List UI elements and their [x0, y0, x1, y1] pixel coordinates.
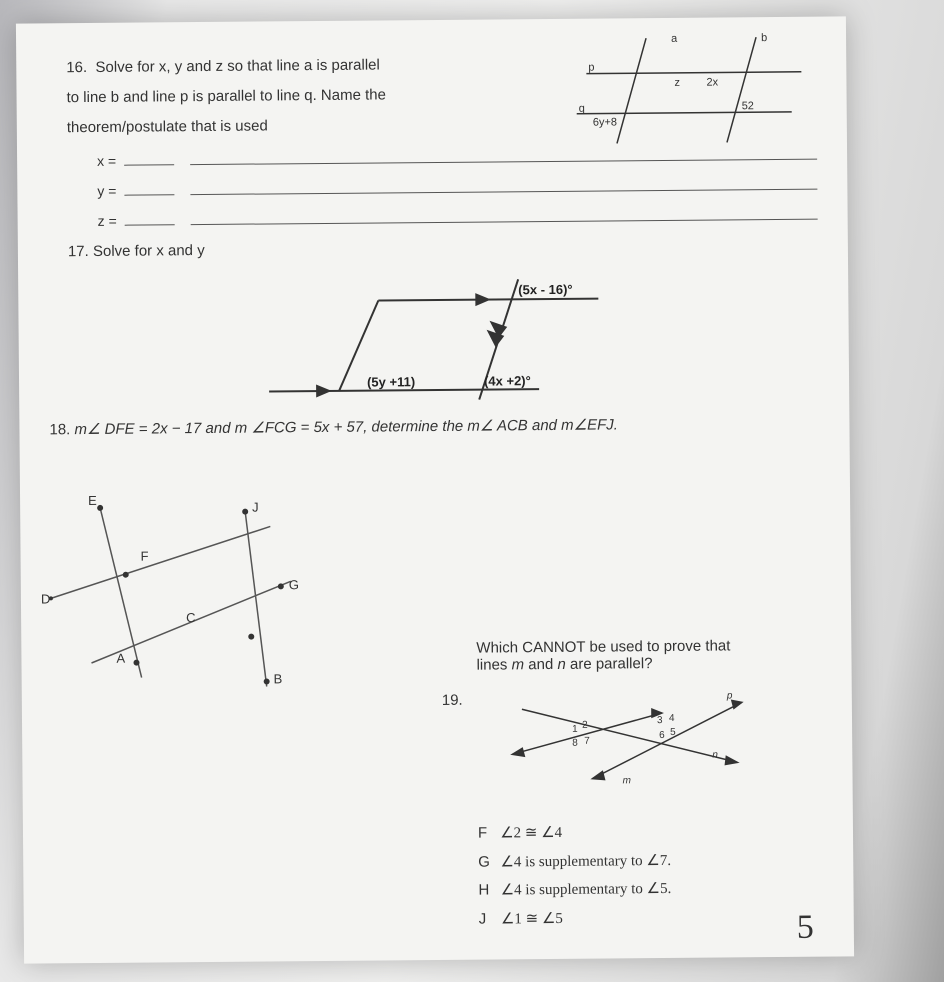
- q18-pt-B: B: [274, 671, 283, 686]
- blank-line: [190, 159, 817, 165]
- q18-pt-G: G: [289, 577, 299, 592]
- blank-line: [125, 224, 175, 225]
- q16-y-row: y =: [97, 177, 817, 199]
- q16-label-p: p: [588, 62, 594, 74]
- q16-x-label: x =: [97, 153, 116, 169]
- q19-a4: 4: [669, 713, 675, 724]
- q16-x-row: x =: [97, 147, 817, 169]
- q19-choice-H: H ∠4 is supplementary to ∠5.: [478, 875, 671, 905]
- q19-a5: 5: [670, 727, 676, 738]
- q17-top-angle: (5x - 16)°: [518, 282, 572, 297]
- q18-pt-C: C: [186, 610, 196, 625]
- q17-prompt: 17. Solve for x and y: [68, 237, 818, 261]
- q16-label-b: b: [761, 32, 767, 44]
- q17-br-angle: (4x +2)°: [484, 373, 531, 388]
- q16-ang-z: z: [674, 77, 680, 89]
- page-number: 5: [797, 909, 814, 947]
- q16-number: 16.: [66, 59, 87, 76]
- worksheet-page: 16. Solve for x, y and z so that line a …: [16, 16, 854, 963]
- q16-line1: Solve for x, y and z so that line a is p…: [95, 56, 379, 75]
- q19-choice-G: G ∠4 is supplementary to ∠7.: [478, 846, 671, 876]
- blank-line: [124, 194, 174, 195]
- q18-pt-F: F: [140, 549, 148, 564]
- q19-a8: 8: [572, 738, 578, 749]
- q19-a3: 3: [657, 715, 663, 726]
- q16-line3: theorem/postulate that is used: [67, 117, 268, 136]
- blank-line: [191, 219, 818, 225]
- q16-ang-6y8: 6y+8: [593, 116, 617, 128]
- q17-diagram: (5x - 16)° (5y +11) (4x +2)°: [258, 268, 619, 411]
- q16-label-q: q: [579, 103, 585, 115]
- q18-text: m∠ DFE = 2x − 17 and m ∠FCG = 5x + 57, d…: [74, 416, 618, 438]
- q16-line2: to line b and line p is parallel to line…: [66, 86, 385, 106]
- q18-pt-D: D: [41, 591, 51, 606]
- q19-a6: 6: [659, 730, 665, 741]
- q19-diagram: 1 2 3 4 5 6 7 8 p m n: [502, 682, 763, 794]
- q19-line-p: p: [726, 690, 733, 701]
- q17-text: Solve for x and y: [93, 242, 205, 260]
- q16-ang-2x: 2x: [706, 77, 718, 89]
- q19-a2: 2: [582, 720, 588, 731]
- q19-prompt: Which CANNOT be used to prove that lines…: [476, 637, 806, 674]
- q18-pt-E: E: [88, 493, 97, 508]
- q19-line2: lines m and n are parallel?: [476, 655, 652, 674]
- q16-z-label: z =: [98, 213, 117, 229]
- q17-number: 17.: [68, 243, 89, 260]
- q19-line-m: m: [622, 775, 630, 786]
- q19-line1: Which CANNOT be used to prove that: [476, 637, 730, 656]
- q19-a1: 1: [572, 724, 578, 735]
- q18-prompt: 18. m∠ DFE = 2x − 17 and m ∠FCG = 5x + 5…: [49, 414, 819, 439]
- q17-bl-angle: (5y +11): [367, 374, 415, 389]
- q19-choice-J: J ∠1 ≅ ∠5: [479, 903, 672, 933]
- q16-ang-52: 52: [742, 100, 754, 112]
- q18-diagram: E J F G D C A B: [40, 481, 322, 703]
- q16-z-row: z =: [98, 207, 818, 229]
- q19-choices: F ∠2 ≅ ∠4 G ∠4 is supplementary to ∠7. H…: [478, 818, 672, 934]
- q16-diagram: a b p q z 2x 6y+8 52: [556, 27, 817, 149]
- q19-line-n: n: [712, 750, 718, 761]
- q19-choice-F: F ∠2 ≅ ∠4: [478, 818, 671, 848]
- blank-line: [124, 164, 174, 165]
- q18-number: 18.: [49, 421, 70, 438]
- blank-line: [190, 189, 817, 195]
- q16-prompt: 16. Solve for x, y and z so that line a …: [66, 49, 537, 143]
- q19-number: 19.: [442, 692, 463, 709]
- q18-pt-A: A: [116, 651, 125, 666]
- q19-a7: 7: [584, 736, 590, 747]
- q16-y-label: y =: [97, 183, 116, 199]
- q16-label-a: a: [671, 33, 678, 45]
- q18-pt-J: J: [252, 500, 259, 515]
